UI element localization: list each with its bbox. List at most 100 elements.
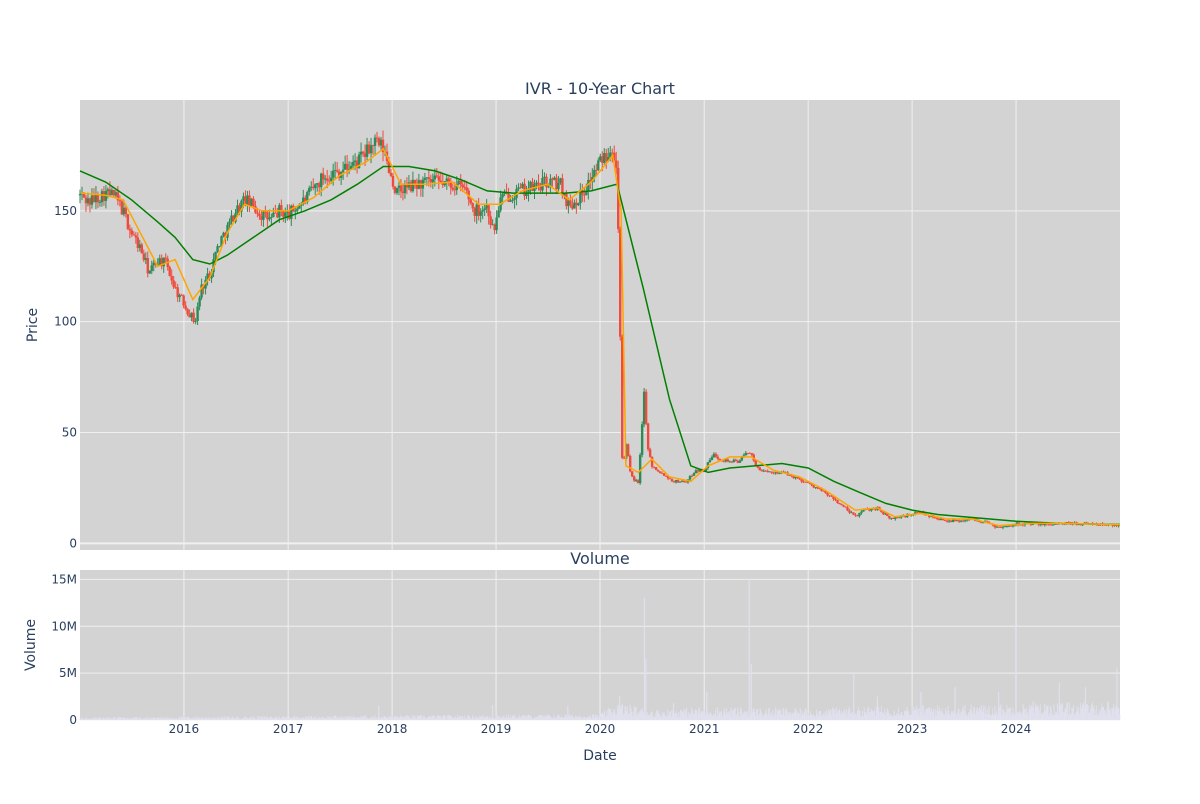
candle-body-60: [198, 297, 201, 307]
candle-113: [304, 195, 307, 205]
candle-body-235: [547, 186, 550, 188]
candle-body-459: [993, 525, 997, 528]
candle-body-520: [1115, 525, 1118, 526]
candle-body-384: [844, 506, 847, 508]
candle-body-189: [455, 184, 458, 191]
candle-152: [381, 130, 385, 162]
candle-434: [943, 519, 947, 522]
candle-49: [176, 283, 179, 303]
candle-body-29: [136, 237, 140, 248]
candle-body-374: [824, 491, 827, 494]
candle-body-86: [250, 198, 253, 207]
candle-body-136: [349, 165, 353, 170]
candle-337: [750, 452, 753, 457]
candle-body-47: [172, 280, 175, 288]
candle-body-2: [82, 193, 86, 198]
candle-101: [280, 199, 283, 217]
candle-202: [481, 205, 484, 220]
candle-161: [399, 178, 403, 199]
candle-body-179: [435, 175, 439, 177]
candle-158: [393, 185, 397, 195]
candle-body-64: [206, 273, 209, 280]
candle-body-359: [794, 477, 797, 479]
candle-403: [882, 511, 885, 515]
candle-body-238: [553, 177, 556, 180]
candle-body-332: [740, 456, 744, 461]
candle-53: [184, 301, 187, 311]
candle-body-267: [611, 152, 614, 154]
candle-body-465: [1005, 526, 1009, 527]
candle-34: [146, 251, 149, 278]
candle-body-318: [712, 453, 716, 458]
candle-208: [493, 223, 496, 235]
candle-362: [800, 478, 803, 484]
candle-body-45: [168, 267, 171, 276]
candle-279: [634, 478, 638, 483]
candle-225: [527, 180, 530, 202]
candle-body-178: [433, 175, 437, 180]
candle-body-236: [549, 178, 552, 187]
candle-132: [341, 161, 345, 180]
candle-body-245: [567, 200, 570, 207]
candle-body-420: [916, 512, 919, 514]
candle-body-186: [449, 182, 452, 188]
candle-body-426: [928, 515, 931, 517]
candle-body-184: [445, 178, 448, 182]
candle-232: [541, 169, 544, 194]
volume-subplot-title: Volume: [570, 549, 630, 568]
candle-body-333: [742, 455, 746, 457]
candle-body-462: [999, 527, 1003, 528]
candle-406: [888, 515, 891, 520]
candle-body-440: [955, 520, 959, 522]
candle-body-79: [236, 205, 239, 214]
candle-body-273: [623, 457, 626, 459]
candle-body-10: [98, 202, 102, 203]
candle-247: [571, 198, 574, 211]
candle-body-364: [804, 481, 807, 483]
candle-body-393: [862, 509, 865, 512]
candle-body-481: [1037, 524, 1041, 525]
candle-body-19: [116, 192, 120, 201]
candle-33: [144, 252, 147, 265]
candle-body-134: [345, 163, 349, 170]
candle-351: [778, 472, 781, 475]
candle-35: [148, 270, 151, 275]
x-tick-label-2024: 2024: [1001, 722, 1032, 736]
candle-body-297: [670, 478, 674, 482]
candle-body-366: [808, 482, 811, 484]
candle-body-218: [513, 198, 516, 200]
candle-body-68: [214, 251, 217, 260]
candle-body-391: [858, 513, 861, 517]
candle-body-89: [256, 212, 259, 214]
candle-body-303: [682, 480, 686, 482]
candle-390: [856, 514, 859, 517]
candle-386: [848, 508, 851, 515]
candle-body-396: [868, 508, 871, 511]
candle-body-276: [628, 455, 632, 472]
candle-body-483: [1041, 523, 1045, 526]
candle-body-129: [335, 170, 339, 172]
candle-body-402: [880, 510, 883, 513]
candle-body-373: [822, 490, 825, 492]
candle-body-175: [427, 177, 431, 180]
candle-body-77: [232, 215, 235, 223]
candle-298: [672, 480, 676, 483]
candle-body-337: [750, 453, 753, 455]
candle-body-291: [658, 471, 662, 474]
volume-y-tick-2: 10M: [51, 619, 77, 633]
candle-307: [690, 474, 694, 478]
candle-122: [321, 167, 325, 186]
candle-body-389: [854, 514, 857, 516]
candle-20: [118, 195, 122, 207]
candle-221: [519, 183, 522, 189]
candle-body-76: [230, 215, 233, 222]
candle-110: [298, 203, 301, 209]
candle-455: [985, 520, 989, 523]
candle-body-325: [726, 459, 730, 462]
candle-body-144: [365, 144, 369, 157]
candle-body-409: [894, 517, 897, 519]
candle-330: [736, 459, 740, 464]
candle-body-378: [832, 496, 835, 500]
candle-body-69: [216, 246, 219, 252]
candle-384: [844, 506, 847, 508]
